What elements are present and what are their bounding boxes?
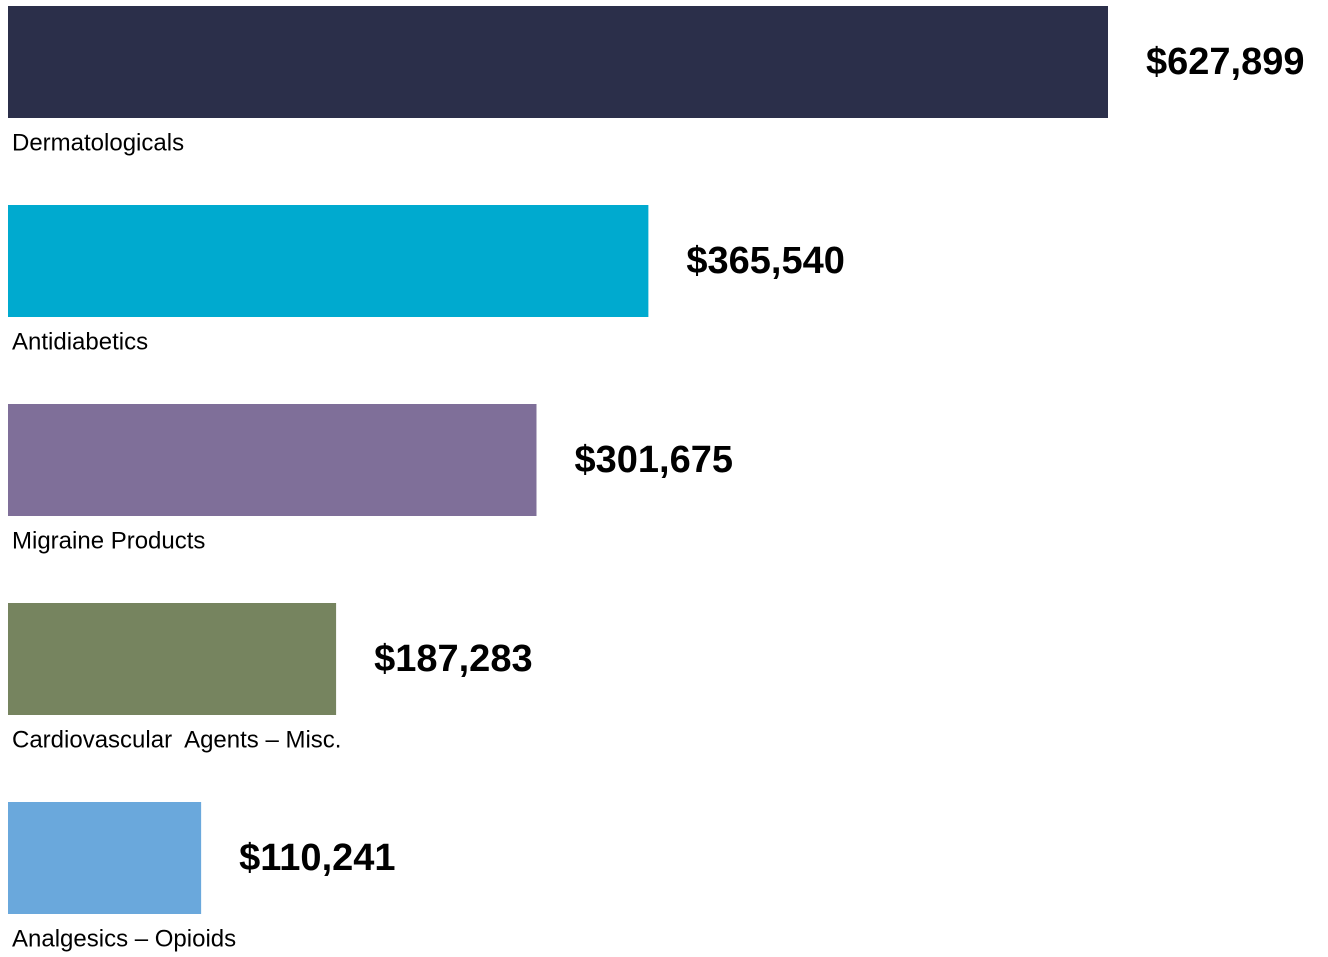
bar: [8, 603, 337, 715]
bar: [8, 802, 202, 914]
category-label: Analgesics – Opioids: [12, 925, 236, 952]
category-label: Cardiovascular Agents – Misc.: [12, 726, 341, 753]
value-label: $627,899: [1146, 41, 1305, 83]
value-label: $365,540: [686, 240, 845, 282]
value-label: $110,241: [239, 837, 395, 879]
bar: [8, 404, 537, 516]
category-label: Antidiabetics: [12, 328, 148, 355]
value-label: $301,675: [574, 439, 733, 481]
category-label: Migraine Products: [12, 527, 205, 554]
category-label: Dermatologicals: [12, 129, 184, 156]
value-label: $187,283: [374, 638, 533, 680]
bar: [8, 205, 649, 317]
bar: [8, 6, 1108, 118]
